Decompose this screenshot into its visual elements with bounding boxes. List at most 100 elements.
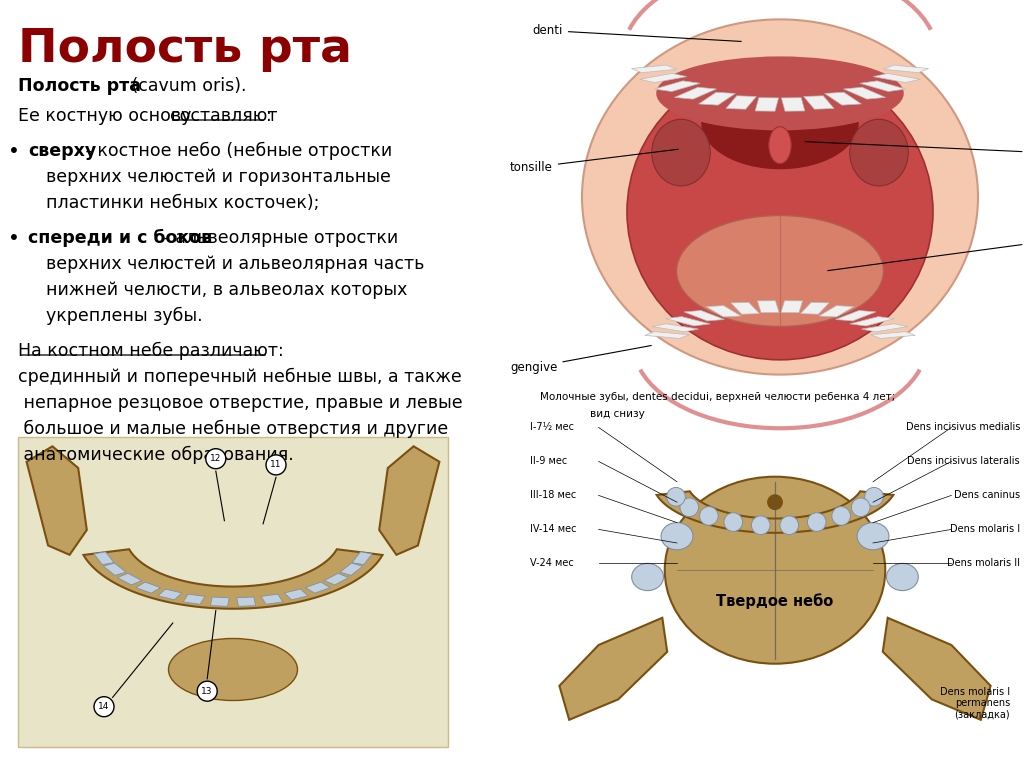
Text: ugola: ugola [805, 142, 1024, 159]
Text: denti: denti [532, 24, 741, 41]
Polygon shape [644, 331, 689, 338]
Text: На костном небе различают:: На костном небе различают: [18, 342, 284, 360]
Text: - альвеолярные отростки: - альвеолярные отростки [158, 229, 398, 247]
Polygon shape [340, 563, 362, 575]
Ellipse shape [724, 512, 742, 532]
Circle shape [206, 449, 226, 469]
Ellipse shape [807, 512, 826, 532]
Text: Молочные зубы, dentes decidui, верхней челюсти ребенка 4 лет;: Молочные зубы, dentes decidui, верхней ч… [540, 392, 895, 402]
Circle shape [768, 495, 782, 509]
Polygon shape [726, 96, 757, 109]
Polygon shape [883, 617, 990, 719]
Text: верхних челюстей и горизонтальные: верхних челюстей и горизонтальные [46, 168, 391, 186]
Circle shape [94, 696, 114, 716]
Polygon shape [118, 573, 141, 585]
Text: Полость рта: Полость рта [18, 27, 352, 72]
Ellipse shape [667, 488, 685, 506]
Text: Dens molaris II: Dens molaris II [947, 558, 1020, 568]
FancyBboxPatch shape [18, 437, 449, 747]
Text: составляют: составляют [170, 107, 278, 125]
Ellipse shape [656, 57, 904, 130]
Ellipse shape [627, 64, 933, 360]
Ellipse shape [769, 127, 792, 163]
Text: lingua: lingua [827, 235, 1024, 271]
FancyBboxPatch shape [555, 12, 1005, 382]
Text: gengive: gengive [510, 345, 651, 374]
Text: Ее костную основу: Ее костную основу [18, 107, 197, 125]
Text: верхних челюстей и альвеолярная часть: верхних челюстей и альвеолярная часть [46, 255, 424, 273]
Text: непарное резцовое отверстие, правые и левые: непарное резцовое отверстие, правые и ле… [18, 394, 463, 412]
Text: •: • [8, 142, 19, 161]
Ellipse shape [857, 522, 889, 550]
Ellipse shape [665, 477, 886, 663]
Polygon shape [870, 331, 915, 338]
Text: сверху: сверху [28, 142, 96, 160]
Polygon shape [860, 81, 905, 91]
Ellipse shape [752, 516, 770, 535]
Polygon shape [103, 563, 126, 575]
Text: 13: 13 [202, 686, 213, 696]
Polygon shape [758, 301, 779, 313]
Polygon shape [675, 87, 717, 99]
Text: I-7½ мес: I-7½ мес [530, 423, 574, 433]
Ellipse shape [831, 506, 851, 525]
Polygon shape [94, 551, 114, 565]
Text: Dens incisivus lateralis: Dens incisivus lateralis [907, 456, 1020, 466]
Polygon shape [27, 446, 87, 555]
Polygon shape [844, 87, 886, 99]
Text: Полость рта: Полость рта [18, 77, 141, 95]
Polygon shape [731, 302, 760, 314]
Polygon shape [804, 96, 834, 109]
Text: III-18 мес: III-18 мес [530, 490, 577, 500]
Text: IV-14 мес: IV-14 мес [530, 525, 577, 535]
Text: анатомические образования.: анатомические образования. [18, 446, 294, 464]
Text: спереди и с боков: спереди и с боков [28, 229, 212, 247]
Polygon shape [698, 92, 735, 105]
Polygon shape [819, 305, 854, 317]
Text: пластинки небных косточек);: пластинки небных косточек); [46, 194, 319, 212]
Polygon shape [781, 301, 803, 313]
Ellipse shape [780, 516, 799, 535]
Text: V-24 мес: V-24 мес [530, 558, 573, 568]
Ellipse shape [680, 498, 698, 517]
Circle shape [266, 455, 286, 475]
Text: - костное небо (небные отростки: - костное небо (небные отростки [80, 142, 392, 160]
Text: большое и малые небные отверстия и другие: большое и малые небные отверстия и други… [18, 420, 449, 438]
Polygon shape [801, 302, 829, 314]
Text: 11: 11 [270, 460, 282, 469]
Text: срединный и поперечный небные швы, а также: срединный и поперечный небные швы, а так… [18, 368, 462, 387]
Text: Dens molaris I: Dens molaris I [950, 525, 1020, 535]
Polygon shape [873, 74, 921, 83]
Ellipse shape [632, 564, 664, 591]
Polygon shape [325, 573, 348, 585]
Polygon shape [237, 597, 256, 607]
Text: 14: 14 [98, 703, 110, 711]
Text: :: : [266, 107, 271, 125]
Polygon shape [755, 97, 778, 111]
Ellipse shape [850, 120, 908, 186]
Polygon shape [136, 582, 161, 593]
Polygon shape [861, 324, 908, 332]
Polygon shape [652, 324, 698, 332]
Text: II-9 мес: II-9 мес [530, 456, 567, 466]
Text: укреплены зубы.: укреплены зубы. [46, 307, 203, 325]
Polygon shape [261, 594, 283, 604]
Polygon shape [656, 492, 893, 533]
Polygon shape [707, 305, 741, 317]
Circle shape [198, 681, 217, 701]
Ellipse shape [662, 522, 693, 550]
Polygon shape [824, 92, 861, 105]
Polygon shape [559, 617, 668, 719]
Polygon shape [781, 97, 805, 111]
Polygon shape [183, 594, 205, 604]
Ellipse shape [701, 77, 859, 170]
Text: 12: 12 [210, 454, 221, 463]
Polygon shape [884, 65, 929, 73]
Polygon shape [632, 65, 677, 73]
Ellipse shape [887, 564, 919, 591]
Polygon shape [285, 589, 308, 600]
Ellipse shape [582, 19, 978, 374]
Polygon shape [836, 311, 876, 321]
Polygon shape [305, 582, 330, 593]
Ellipse shape [864, 488, 884, 506]
